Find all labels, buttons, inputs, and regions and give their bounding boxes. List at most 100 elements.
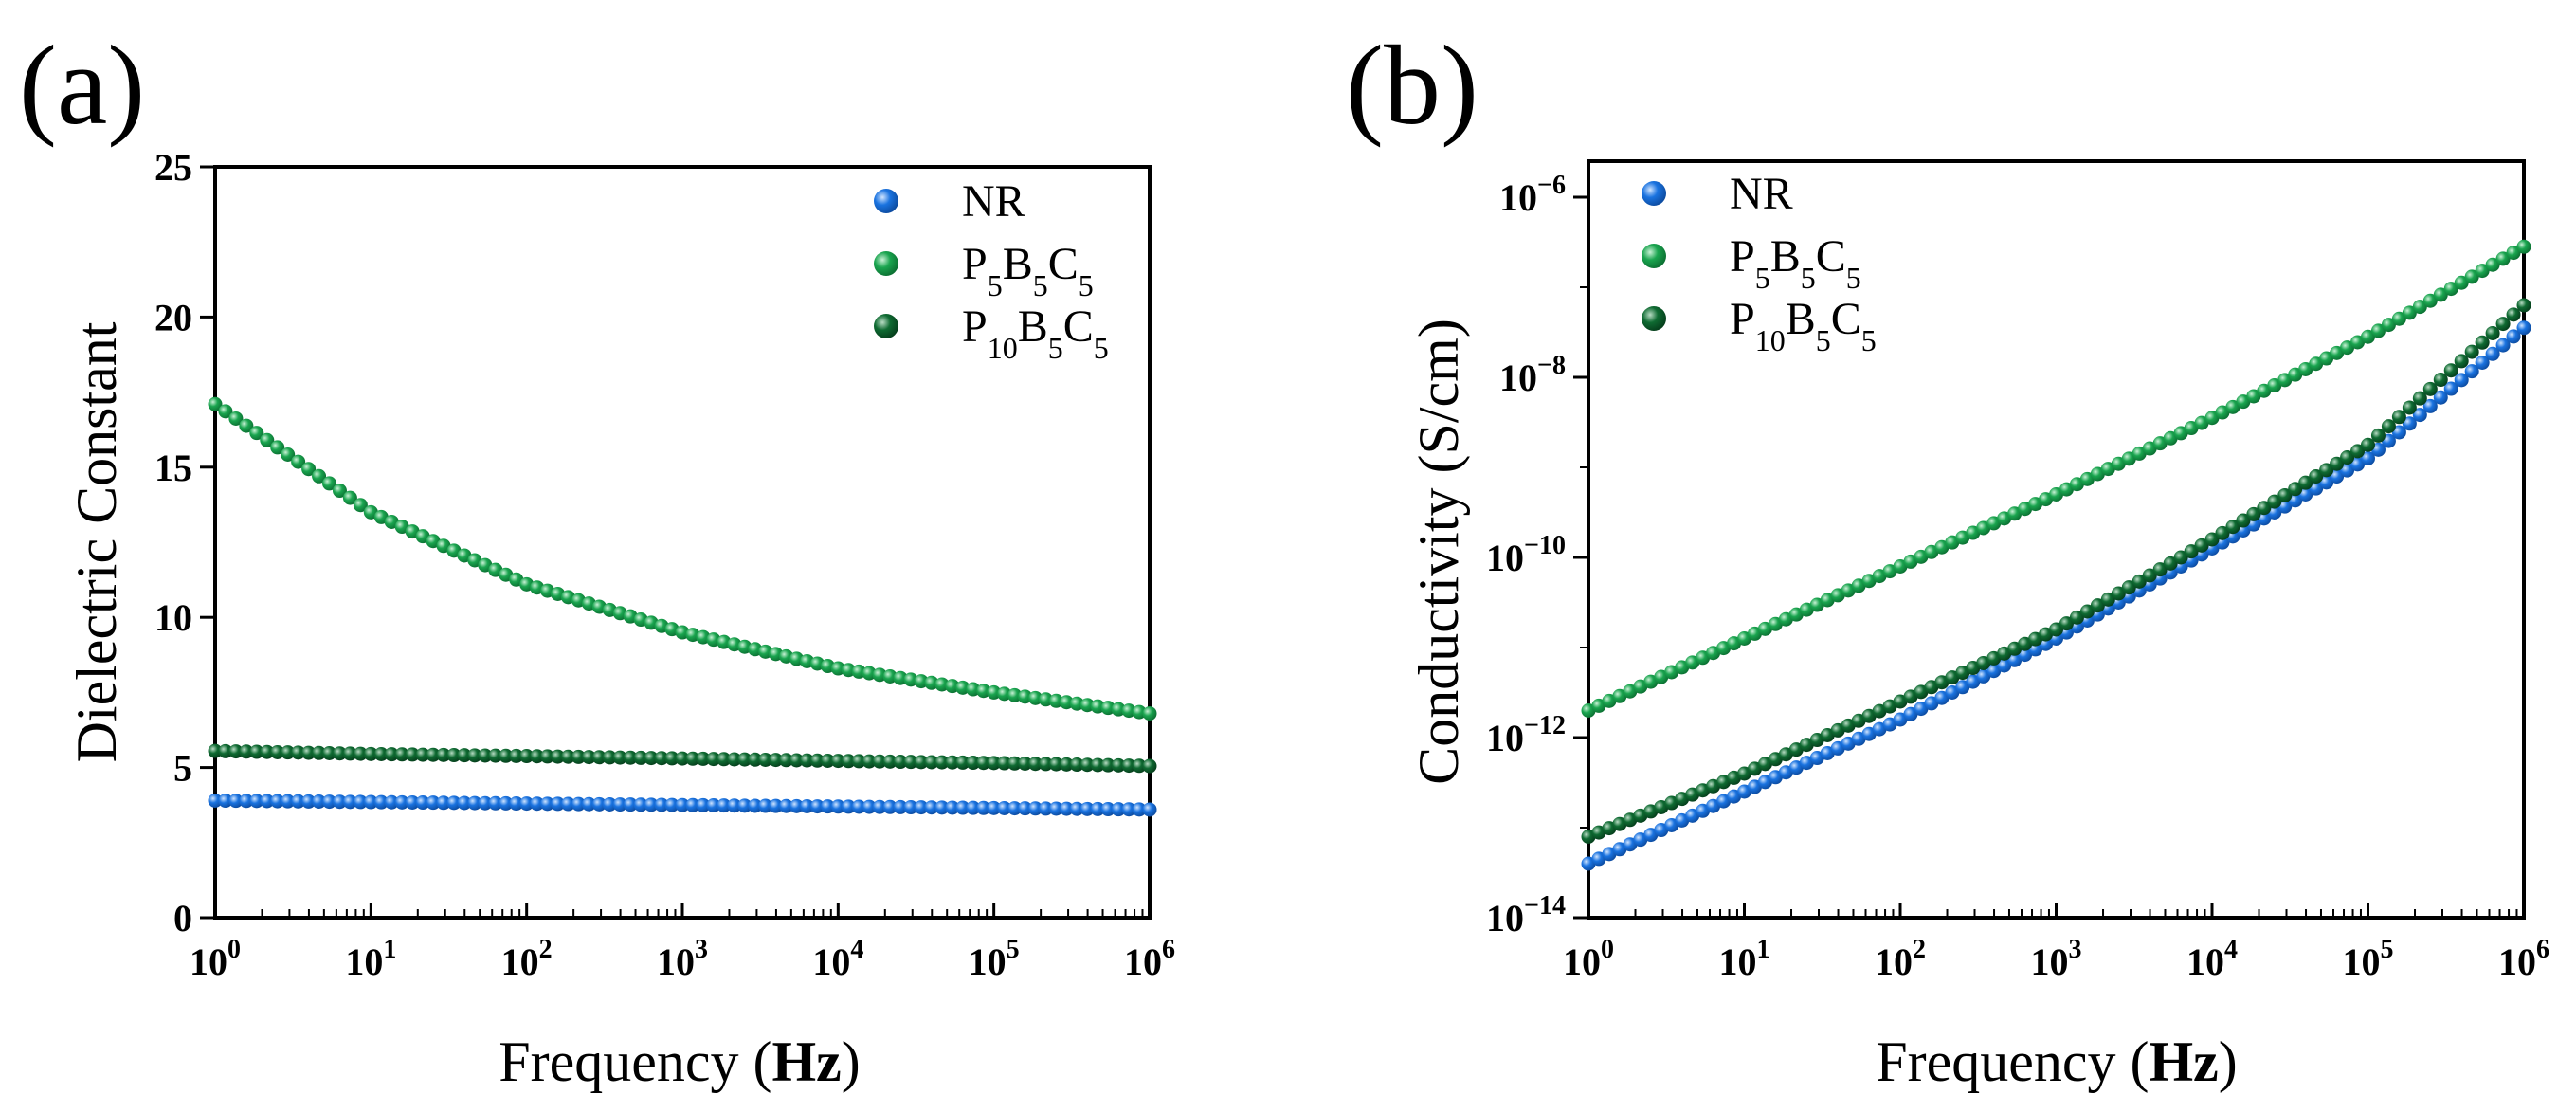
panel-a-point-NR bbox=[322, 794, 337, 810]
panel-a-point-P10B5C5 bbox=[914, 755, 929, 770]
panel-a-point-NR bbox=[872, 799, 887, 814]
panel-a-point-NR bbox=[1048, 801, 1063, 816]
panel-a-point-P10B5C5 bbox=[997, 756, 1012, 771]
panel-a-point-P10B5C5 bbox=[260, 744, 275, 759]
panel-a-point-NR bbox=[893, 799, 908, 814]
panel-a-point-NR bbox=[342, 794, 357, 810]
panel-a-point-NR bbox=[488, 795, 503, 811]
panel-b-point-P10B5C5 bbox=[2132, 574, 2147, 589]
panel-b-point-NR bbox=[2391, 425, 2406, 440]
panel-a-point-P10B5C5 bbox=[270, 744, 285, 759]
panel-a-point-P10B5C5 bbox=[519, 749, 535, 764]
panel-b-point-P10B5C5 bbox=[2309, 469, 2324, 484]
panel-a-point-P5B5C5 bbox=[239, 418, 254, 433]
panel-b-point-P10B5C5 bbox=[2194, 538, 2209, 553]
panel-a-point-P10B5C5 bbox=[903, 755, 918, 770]
panel-b-y-tick-label: 10−10 bbox=[1486, 531, 1566, 579]
panel-b-point-NR bbox=[2422, 398, 2438, 413]
panel-b-point-NR bbox=[2350, 457, 2366, 472]
panel-b-point-P5B5C5 bbox=[2370, 323, 2386, 338]
panel-a-x-tick-label: 103 bbox=[657, 935, 708, 983]
panel-a-point-P10B5C5 bbox=[436, 747, 451, 762]
panel-b-point-P10B5C5 bbox=[2100, 592, 2115, 607]
panel-a-point-NR bbox=[685, 797, 700, 812]
panel-b-point-P5B5C5 bbox=[2454, 275, 2469, 290]
panel-a-point-P10B5C5 bbox=[342, 746, 357, 761]
panel-a-point-P10B5C5 bbox=[591, 750, 607, 765]
panel-a-point-P10B5C5 bbox=[239, 744, 254, 759]
panel-a-point-P10B5C5 bbox=[727, 752, 742, 767]
panel-a-point-P5B5C5 bbox=[218, 404, 233, 419]
panel-a-point-P10B5C5 bbox=[841, 754, 856, 769]
panel-a-point-P10B5C5 bbox=[415, 747, 430, 762]
panel-b-point-P10B5C5 bbox=[2049, 622, 2063, 637]
panel-a-series-P10B5C5 bbox=[208, 743, 1157, 774]
panel-a-point-NR bbox=[664, 797, 680, 812]
panel-b-series-P5B5C5 bbox=[1581, 239, 2531, 718]
panel-a-point-P10B5C5 bbox=[1048, 757, 1063, 772]
panel-a-point-NR bbox=[799, 798, 814, 813]
panel-a-point-P10B5C5 bbox=[446, 748, 462, 763]
panel-b-point-P10B5C5 bbox=[2381, 419, 2396, 434]
panel-a-point-NR bbox=[851, 799, 866, 814]
panel-a-point-NR bbox=[332, 794, 347, 810]
panel-a-point-NR bbox=[1090, 801, 1105, 816]
panel-a-point-NR bbox=[727, 798, 742, 813]
panel-a-x-axis-label: Frequency (Hz) bbox=[499, 1031, 861, 1093]
panel-a-point-NR bbox=[457, 795, 472, 811]
panel-a-point-NR bbox=[1018, 801, 1033, 816]
panel-a-point-P10B5C5 bbox=[1059, 757, 1074, 772]
panel-a-point-NR bbox=[591, 796, 607, 812]
panel-a-point-NR bbox=[394, 794, 409, 810]
panel-a-point-P10B5C5 bbox=[581, 750, 596, 765]
panel-a-point-P10B5C5 bbox=[976, 756, 991, 771]
panel-a-point-P5B5C5 bbox=[1069, 696, 1084, 711]
panel-b-point-NR bbox=[2361, 451, 2375, 465]
panel-a-point-P10B5C5 bbox=[1069, 757, 1084, 773]
panel-b-point-P5B5C5 bbox=[2485, 257, 2500, 272]
panel-a-point-P10B5C5 bbox=[987, 756, 1002, 771]
panel-a-point-P10B5C5 bbox=[457, 748, 472, 763]
panel-a-point-P10B5C5 bbox=[228, 744, 244, 759]
panel-a-point-NR bbox=[914, 800, 929, 815]
panel-b-point-NR bbox=[2443, 381, 2458, 396]
panel-a-point-P10B5C5 bbox=[696, 751, 711, 766]
panel-a-point-P10B5C5 bbox=[373, 746, 389, 761]
panel-a-point-P10B5C5 bbox=[789, 753, 805, 768]
panel-a-point-NR bbox=[955, 800, 971, 815]
panel-a-legend-label: P5B5C5 bbox=[962, 239, 1094, 302]
panel-a-point-NR bbox=[312, 794, 327, 810]
panel-b-y-tick-label: 10−6 bbox=[1499, 171, 1566, 219]
panel-b-point-NR bbox=[2464, 364, 2479, 379]
panel-b-point-P10B5C5 bbox=[2121, 580, 2136, 595]
panel-a-point-NR bbox=[405, 794, 420, 810]
panel-a-point-P5B5C5 bbox=[1079, 698, 1095, 713]
panel-b-point-P5B5C5 bbox=[2422, 293, 2438, 308]
panel-a-point-P10B5C5 bbox=[384, 747, 399, 762]
panel-a-legend-label: NR bbox=[962, 176, 1025, 227]
panel-a-point-P5B5C5 bbox=[1059, 695, 1074, 710]
panel-a-point-P5B5C5 bbox=[1038, 692, 1053, 707]
panel-b-point-P5B5C5 bbox=[2475, 264, 2490, 279]
panel-a-point-NR bbox=[1142, 802, 1157, 817]
panel-b-point-NR bbox=[2433, 390, 2448, 405]
panel-b-point-P5B5C5 bbox=[2506, 246, 2521, 261]
panel-a-point-NR bbox=[987, 800, 1002, 815]
panel-b-point-P5B5C5 bbox=[2443, 282, 2458, 297]
panel-a-legend-label: P10B5C5 bbox=[962, 301, 1109, 365]
panel-b-series bbox=[1581, 239, 2531, 871]
panel-b-legend-marker bbox=[1642, 181, 1666, 206]
panel-b-point-P5B5C5 bbox=[2495, 251, 2511, 266]
panel-a-point-P10B5C5 bbox=[748, 752, 763, 767]
panel-a-point-P5B5C5 bbox=[270, 440, 285, 455]
panel-a-point-P10B5C5 bbox=[644, 751, 659, 766]
panel-a-point-NR bbox=[748, 798, 763, 813]
panel-a-point-NR bbox=[997, 800, 1012, 815]
panel-a-point-NR bbox=[1038, 801, 1053, 816]
panel-a-point-P5B5C5 bbox=[1142, 706, 1157, 721]
panel-a-point-P10B5C5 bbox=[1038, 757, 1053, 772]
panel-b-point-P5B5C5 bbox=[2464, 269, 2479, 284]
